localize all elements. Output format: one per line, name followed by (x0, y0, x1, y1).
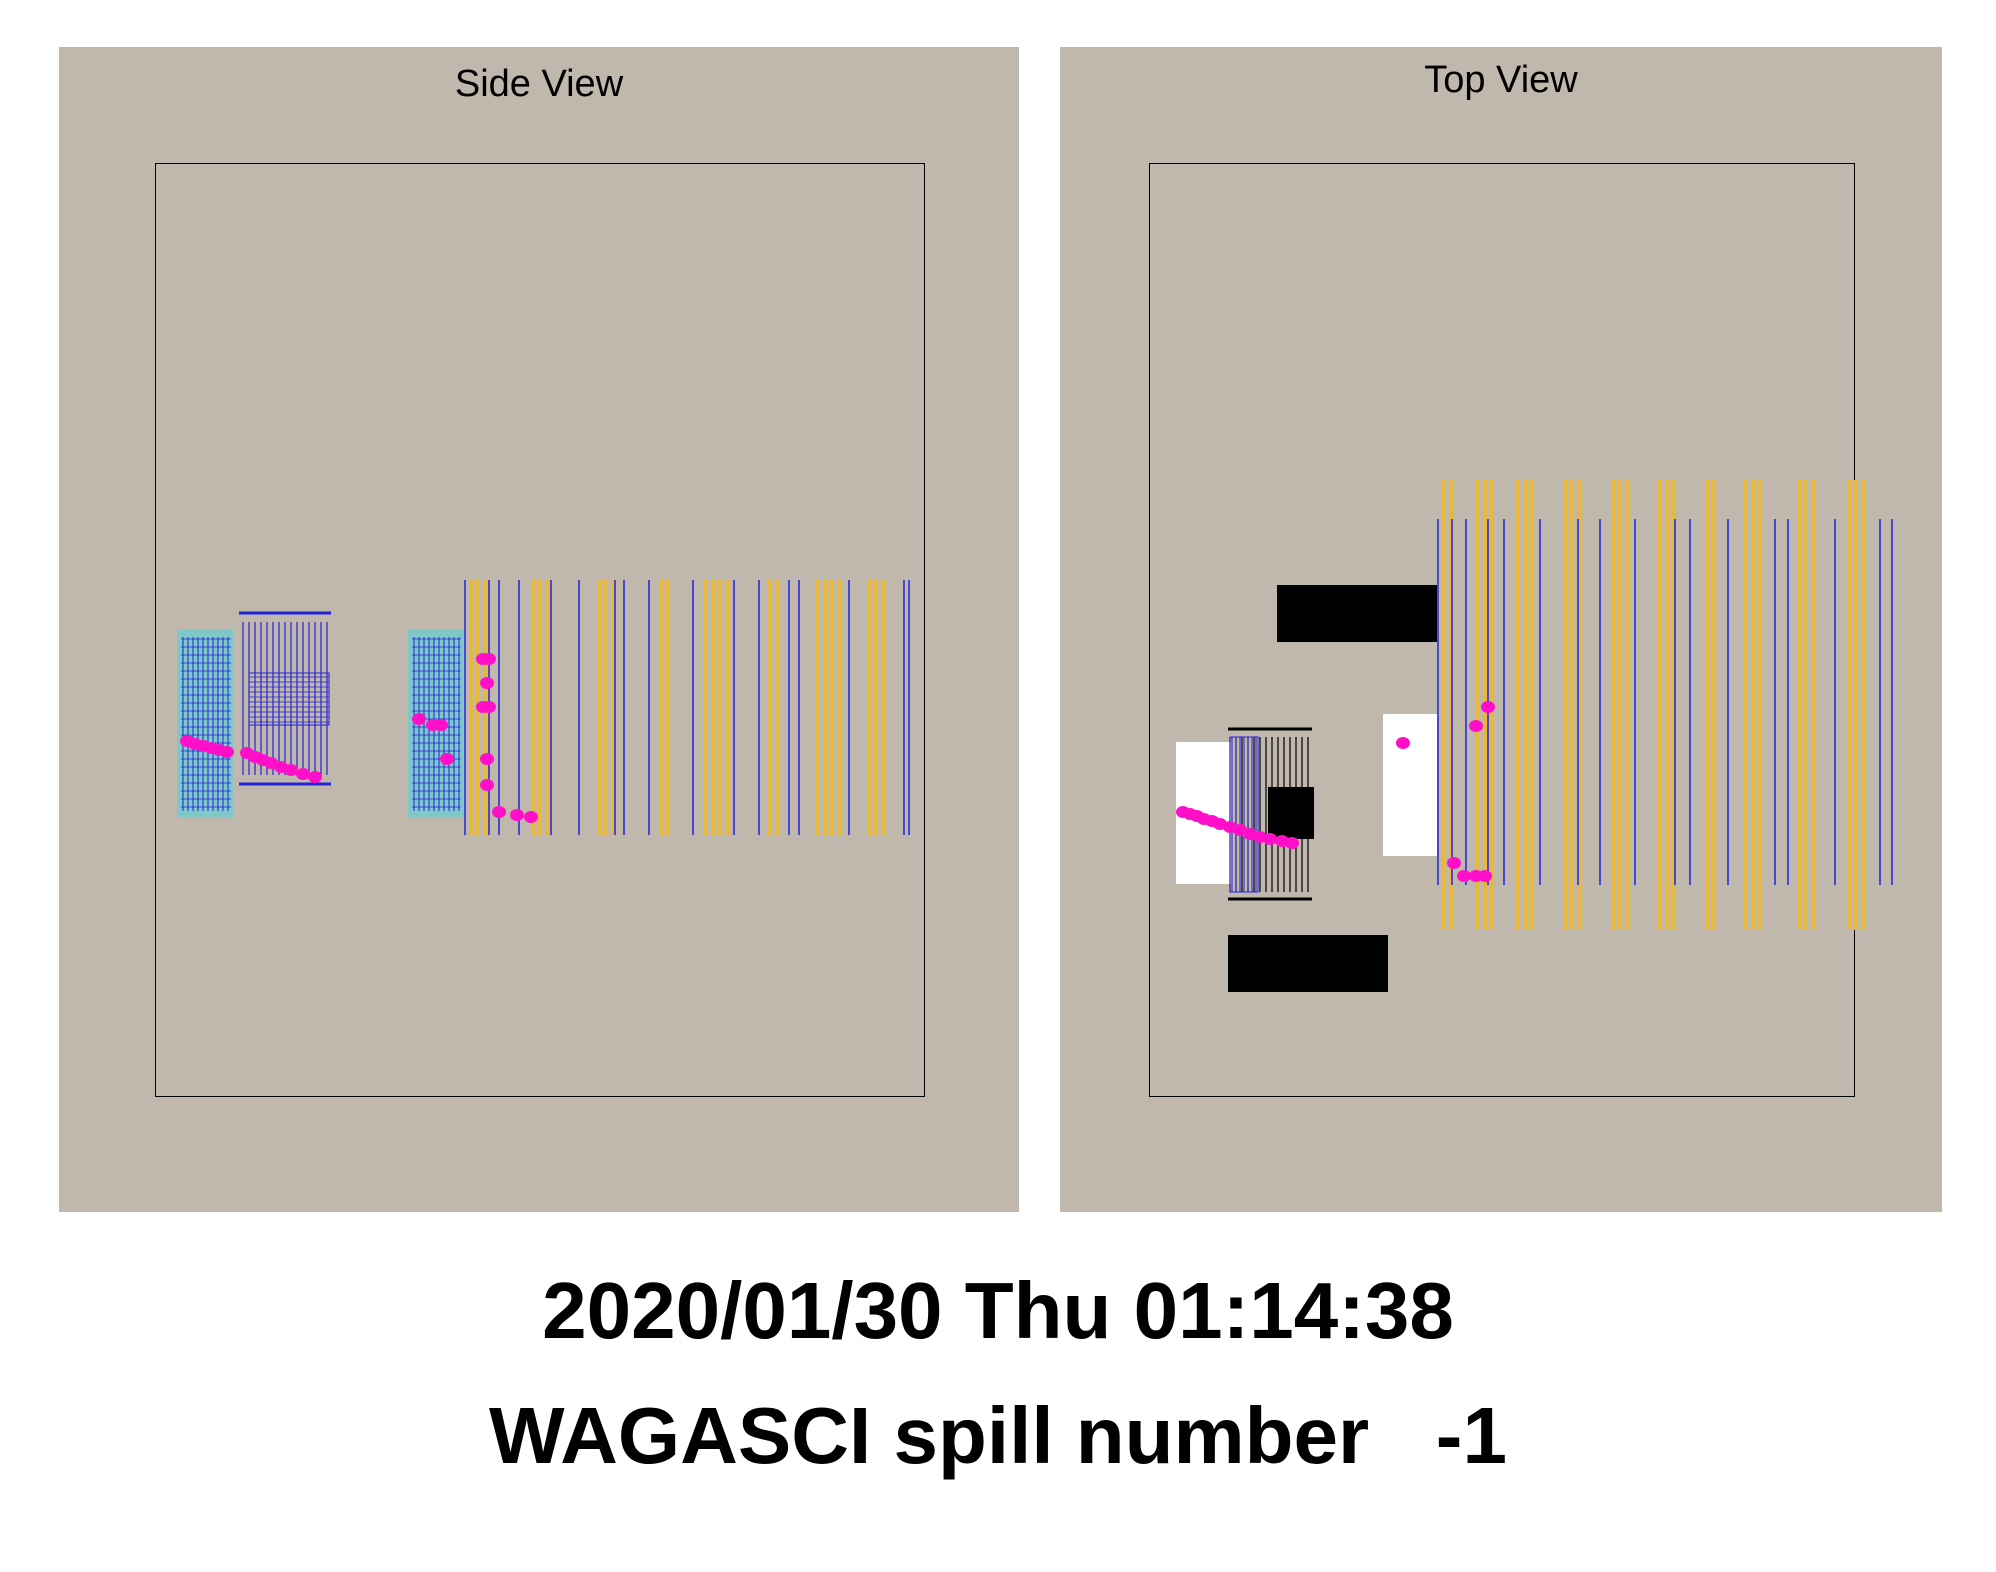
water-module-1 (177, 629, 233, 817)
hit-marker (480, 779, 494, 791)
water-module-white-box-2 (1383, 714, 1437, 856)
hit-marker (412, 713, 426, 725)
hit-marker (1285, 837, 1299, 849)
hit-marker (1469, 720, 1483, 732)
hit-marker (296, 768, 310, 780)
hit-marker (480, 677, 494, 689)
hit-marker (440, 753, 454, 765)
top-view-detector-display (1176, 480, 1893, 992)
hit-marker (1263, 833, 1277, 845)
lower-shield-module (1228, 935, 1388, 992)
hit-marker (524, 811, 538, 823)
proton-module-core (248, 672, 330, 726)
hit-marker (1481, 701, 1495, 713)
hit-marker (492, 806, 506, 818)
hit-marker (1447, 857, 1461, 869)
hit-marker (284, 764, 298, 776)
upper-shield-module (1277, 585, 1437, 642)
hit-marker (1457, 870, 1471, 882)
side-view-panel: Side View (59, 47, 1019, 1212)
hit-marker (480, 753, 494, 765)
spill-number: WAGASCI spill number -1 (489, 1391, 1507, 1480)
hit-marker (1396, 737, 1410, 749)
hit-marker (482, 653, 496, 665)
top-view-panel: Top View (1060, 47, 1942, 1212)
hit-marker (1478, 870, 1492, 882)
hit-marker (510, 809, 524, 821)
hit-marker (220, 746, 234, 758)
side-view-title: Side View (454, 63, 624, 105)
hit-marker (482, 701, 496, 713)
proton-module-core (1268, 787, 1314, 839)
hit-marker (434, 719, 448, 731)
hit-marker (308, 771, 322, 783)
top-view-title: Top View (1424, 59, 1578, 101)
side-view-detector-display (177, 580, 910, 835)
event-datetime: 2020/01/30 Thu 01:14:38 (542, 1266, 1454, 1355)
side-view-frame (155, 163, 925, 1097)
